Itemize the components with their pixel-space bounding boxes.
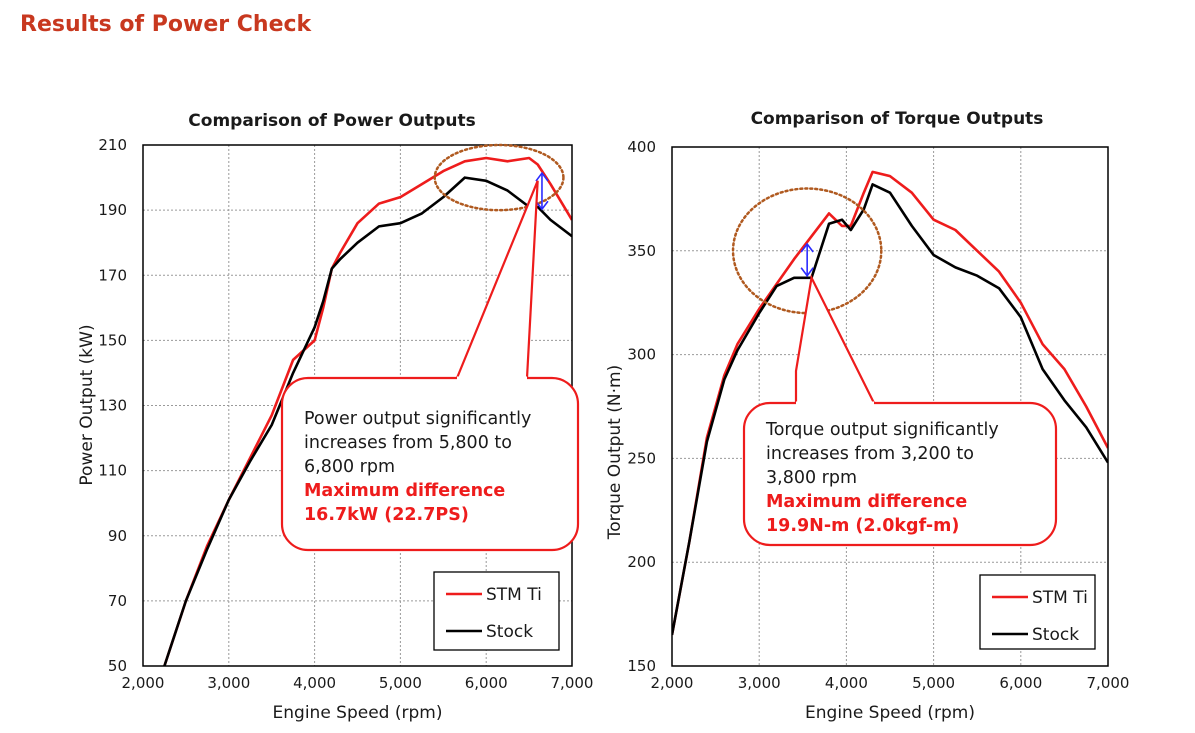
y-tick-label: 150: [627, 657, 656, 675]
callout-line: 6,800 rpm: [304, 457, 395, 477]
x-tick-label: 3,000: [738, 674, 781, 692]
callout-line: increases from 3,200 to: [766, 444, 974, 464]
legend-label: Stock: [486, 622, 533, 642]
x-tick-label: 5,000: [379, 674, 422, 692]
y-tick-label: 210: [98, 136, 127, 154]
y-tick-label: 200: [627, 553, 656, 571]
callout-highlight: Maximum difference: [304, 481, 505, 501]
x-tick-label: 4,000: [293, 674, 336, 692]
x-tick-label: 7,000: [1087, 674, 1130, 692]
legend-label: STM Ti: [1032, 588, 1088, 608]
arrow-head-up: [800, 242, 814, 253]
callout-line: increases from 5,800 to: [304, 433, 512, 453]
y-tick-label: 130: [98, 397, 127, 415]
series-line-stm-ti: [672, 170, 1108, 636]
arrow-head-down: [800, 267, 814, 278]
legend-box: [433, 571, 560, 651]
y-tick-label: 150: [98, 331, 127, 349]
y-tick-label: 250: [627, 449, 656, 467]
page-title: Results of Power Check: [20, 12, 312, 37]
x-tick-label: 6,000: [999, 674, 1042, 692]
y-tick-label: 300: [627, 346, 656, 364]
callout-pointer: [455, 180, 539, 379]
callout-highlight: 19.9N-m (2.0kgf-m): [766, 516, 959, 536]
y-tick-label: 350: [627, 242, 656, 260]
x-tick-label: 7,000: [551, 674, 594, 692]
y-tick-label: 400: [627, 138, 656, 156]
callout-pointer: [794, 274, 875, 404]
power-chart: Comparison of Power Outputs 2,000 3,000 4,0…: [77, 111, 593, 723]
x-tick-label: 4,000: [825, 674, 868, 692]
x-tick-label: 5,000: [912, 674, 955, 692]
callout-highlight: 16.7kW (22.7PS): [304, 505, 469, 525]
legend-label: STM Ti: [486, 585, 542, 605]
y-tick-label: 70: [108, 592, 127, 610]
chart-title: Comparison of Torque Outputs: [751, 109, 1044, 129]
y-axis-label: Power Output (kW): [77, 324, 97, 485]
y-tick-label: 50: [108, 657, 127, 675]
callout-box: [742, 401, 1058, 547]
x-tick-label: 2,000: [651, 674, 694, 692]
arrow-head-up: [535, 171, 549, 182]
x-axis-label: Engine Speed (rpm): [273, 703, 443, 723]
callout-line: 3,800 rpm: [766, 468, 857, 488]
plot-frame: [671, 146, 1109, 667]
chart-title: Comparison of Power Outputs: [188, 111, 475, 131]
y-tick-label: 110: [98, 462, 127, 480]
callout-line: Power output significantly: [304, 409, 531, 429]
highlight-ellipse: [433, 143, 565, 212]
x-tick-label: 3,000: [207, 674, 250, 692]
callout-box: [280, 376, 580, 552]
torque-chart: Comparison of Torque Outputs 2,000 3,000 4,…: [605, 109, 1129, 723]
callout-line: Torque output significantly: [765, 420, 999, 440]
y-axis-label: Torque Output (N·m): [605, 365, 625, 540]
y-tick-label: 170: [98, 266, 127, 284]
x-axis-label: Engine Speed (rpm): [805, 703, 975, 723]
arrow-head-down: [535, 200, 549, 211]
legend-box: [979, 574, 1096, 650]
legend-label: Stock: [1032, 625, 1079, 645]
y-tick-label: 90: [108, 527, 127, 545]
x-tick-label: 6,000: [465, 674, 508, 692]
y-tick-label: 190: [98, 201, 127, 219]
series-line-stock: [163, 176, 572, 666]
callout-highlight: Maximum difference: [766, 492, 967, 512]
x-tick-label: 2,000: [122, 674, 165, 692]
